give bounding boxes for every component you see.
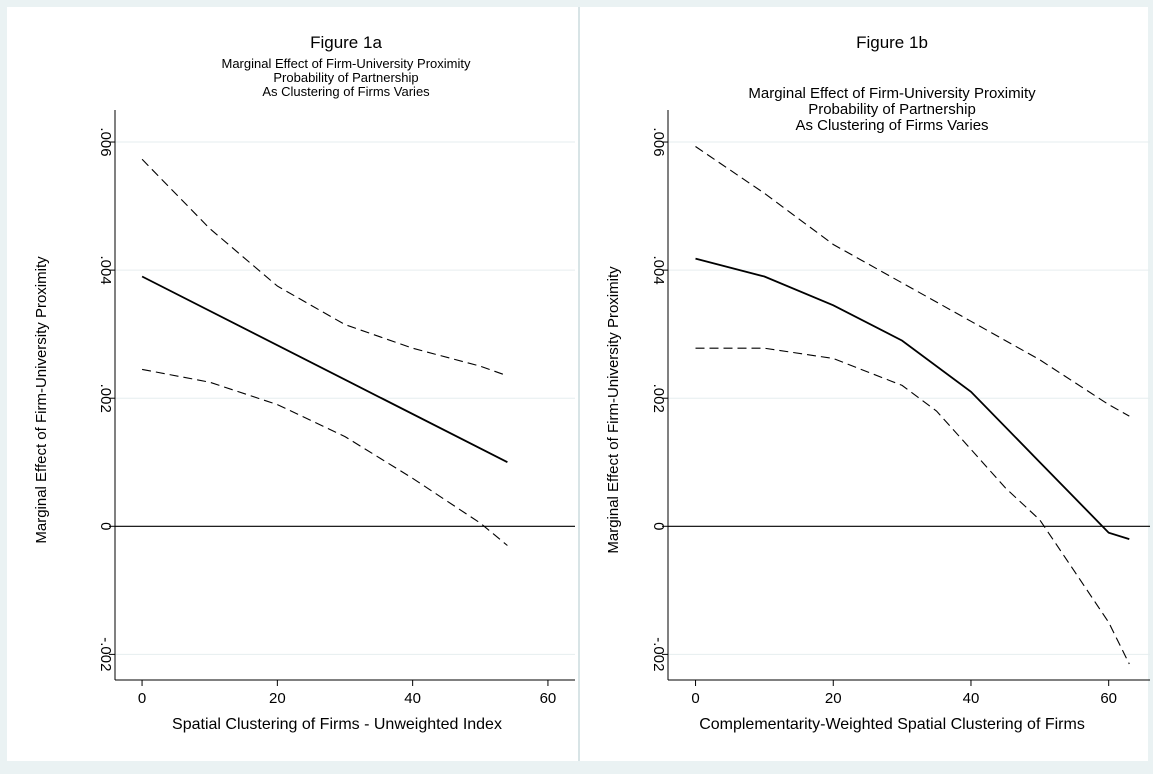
figure-1a-marginal-effect-line xyxy=(141,275,508,464)
figure-1a-x-tick-label: 20 xyxy=(269,690,286,707)
figure-1b-marginal-effect-line xyxy=(695,257,1130,540)
figure-1a-y-tick-label: .002 xyxy=(97,384,114,413)
figure-1a-y-tick-label: 0 xyxy=(97,522,114,530)
figure-1b-x-tick-label: 0 xyxy=(691,690,699,707)
figure-1b-y-tick-label: .002 xyxy=(650,384,667,413)
panel-1a-background xyxy=(7,7,578,761)
figure-1b-x-tick-label: 60 xyxy=(1100,690,1117,707)
figure-1b-subtitle-line-1: Marginal Effect of Firm-University Proxi… xyxy=(748,85,1036,102)
figure-1a-y-tick-label: -.002 xyxy=(97,637,114,671)
figure-1a-x-tick-label: 0 xyxy=(138,690,146,707)
figure-1b-y-tick-label: .004 xyxy=(650,256,667,285)
figure-1b-subtitle-line-2: Probability of Partnership xyxy=(808,101,976,118)
figure-1a-lower-confidence-bound-line xyxy=(141,368,508,546)
plot-layer: -.002 0 .002 .004 .006 0 20 40 60 -.002 0 .002 .004.… xyxy=(97,110,1150,707)
figure-1a-subtitle-line-1: Marginal Effect of Firm-University Proxi… xyxy=(222,56,471,71)
figure-1b-y-tick-label: 0 xyxy=(650,522,667,530)
figure-1b-subtitle-line-3: As Clustering of Firms Varies xyxy=(795,117,988,134)
figure-1a-y-tick-label: .004 xyxy=(97,256,114,285)
figure-1a-subtitle-line-3: As Clustering of Firms Varies xyxy=(262,84,430,99)
figure-1b-title: Figure 1b xyxy=(856,33,928,52)
figure-1a-x-tick-label: 40 xyxy=(404,690,421,707)
figure-1b-x-axis-label: Complementarity-Weighted Spatial Cluster… xyxy=(699,716,1085,733)
figure-1a-x-axis-label: Spatial Clustering of Firms - Unweighted… xyxy=(172,716,502,733)
figure-1b-upper-confidence-bound-line xyxy=(695,146,1130,417)
figure-1a-subtitle-line-2: Probability of Partnership xyxy=(273,70,418,85)
figure-1b-y-tick-label: -.002 xyxy=(650,637,667,671)
figure-1b-x-tick-label: 20 xyxy=(825,690,842,707)
figure-1b-x-tick-label: 40 xyxy=(963,690,980,707)
panel-1b-background xyxy=(580,7,1148,761)
figure-1b-y-axis-label: Marginal Effect of Firm-University Proxi… xyxy=(605,266,622,554)
figure-1b-lower-confidence-bound-line xyxy=(695,347,1130,665)
figure-1a-y-axis-label: Marginal Effect of Firm-University Proxi… xyxy=(33,256,50,544)
figure-1a-title: Figure 1a xyxy=(310,33,382,52)
figure-1a-y-tick-label: .006 xyxy=(97,127,114,156)
figure-1b-y-tick-label: .006 xyxy=(650,127,667,156)
figure-1a-x-tick-label: 60 xyxy=(540,690,557,707)
